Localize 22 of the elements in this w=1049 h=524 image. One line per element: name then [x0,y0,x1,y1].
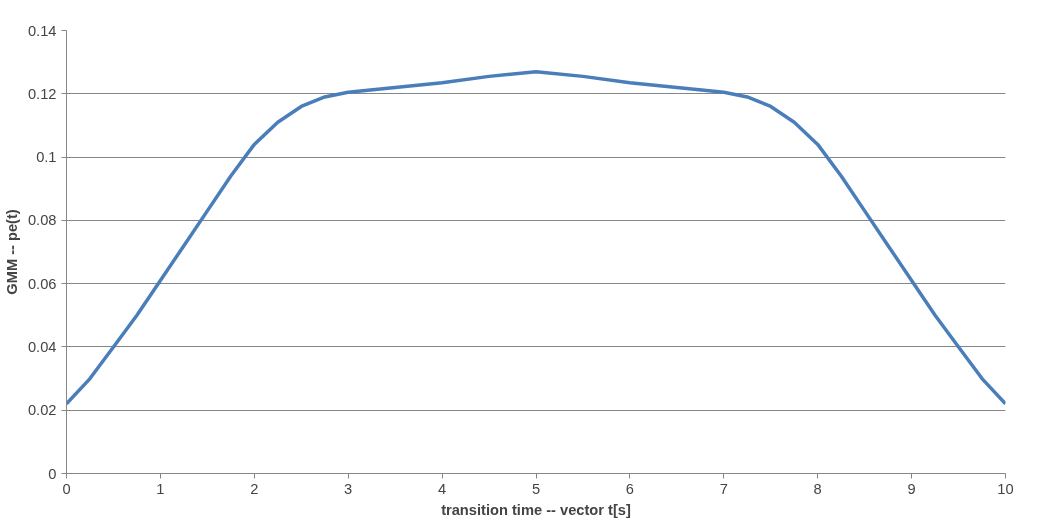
y-tick-label: 0.06 [27,275,57,292]
x-tick-label: 4 [438,480,447,497]
x-tick-label: 3 [344,480,353,497]
x-tick-label: 1 [156,480,165,497]
line-series [66,69,1006,406]
y-tick-label: 0 [48,465,57,482]
x-tick-label: 8 [813,480,822,497]
x-tick-label: 7 [719,480,728,497]
y-tick-label: 0.14 [27,22,57,39]
x-tick-label: 9 [907,480,916,497]
x-axis-title: transition time -- vector t[s] [441,501,631,518]
y-tick-label: 0.12 [27,85,57,102]
x-tick-label: 6 [625,480,634,497]
y-tick-label: 0.02 [27,402,57,419]
x-tick-label: 5 [531,480,541,497]
y-tick-label: 0.1 [36,149,57,166]
y-tick-label: 0.08 [27,212,57,229]
y-tick-label: 0.04 [27,338,57,355]
x-tick-label: 2 [250,480,259,497]
x-tick-label: 0 [62,480,71,497]
x-tick-label: 10 [997,480,1014,497]
y-axis-title: GMM -- pe(t) [3,209,20,295]
